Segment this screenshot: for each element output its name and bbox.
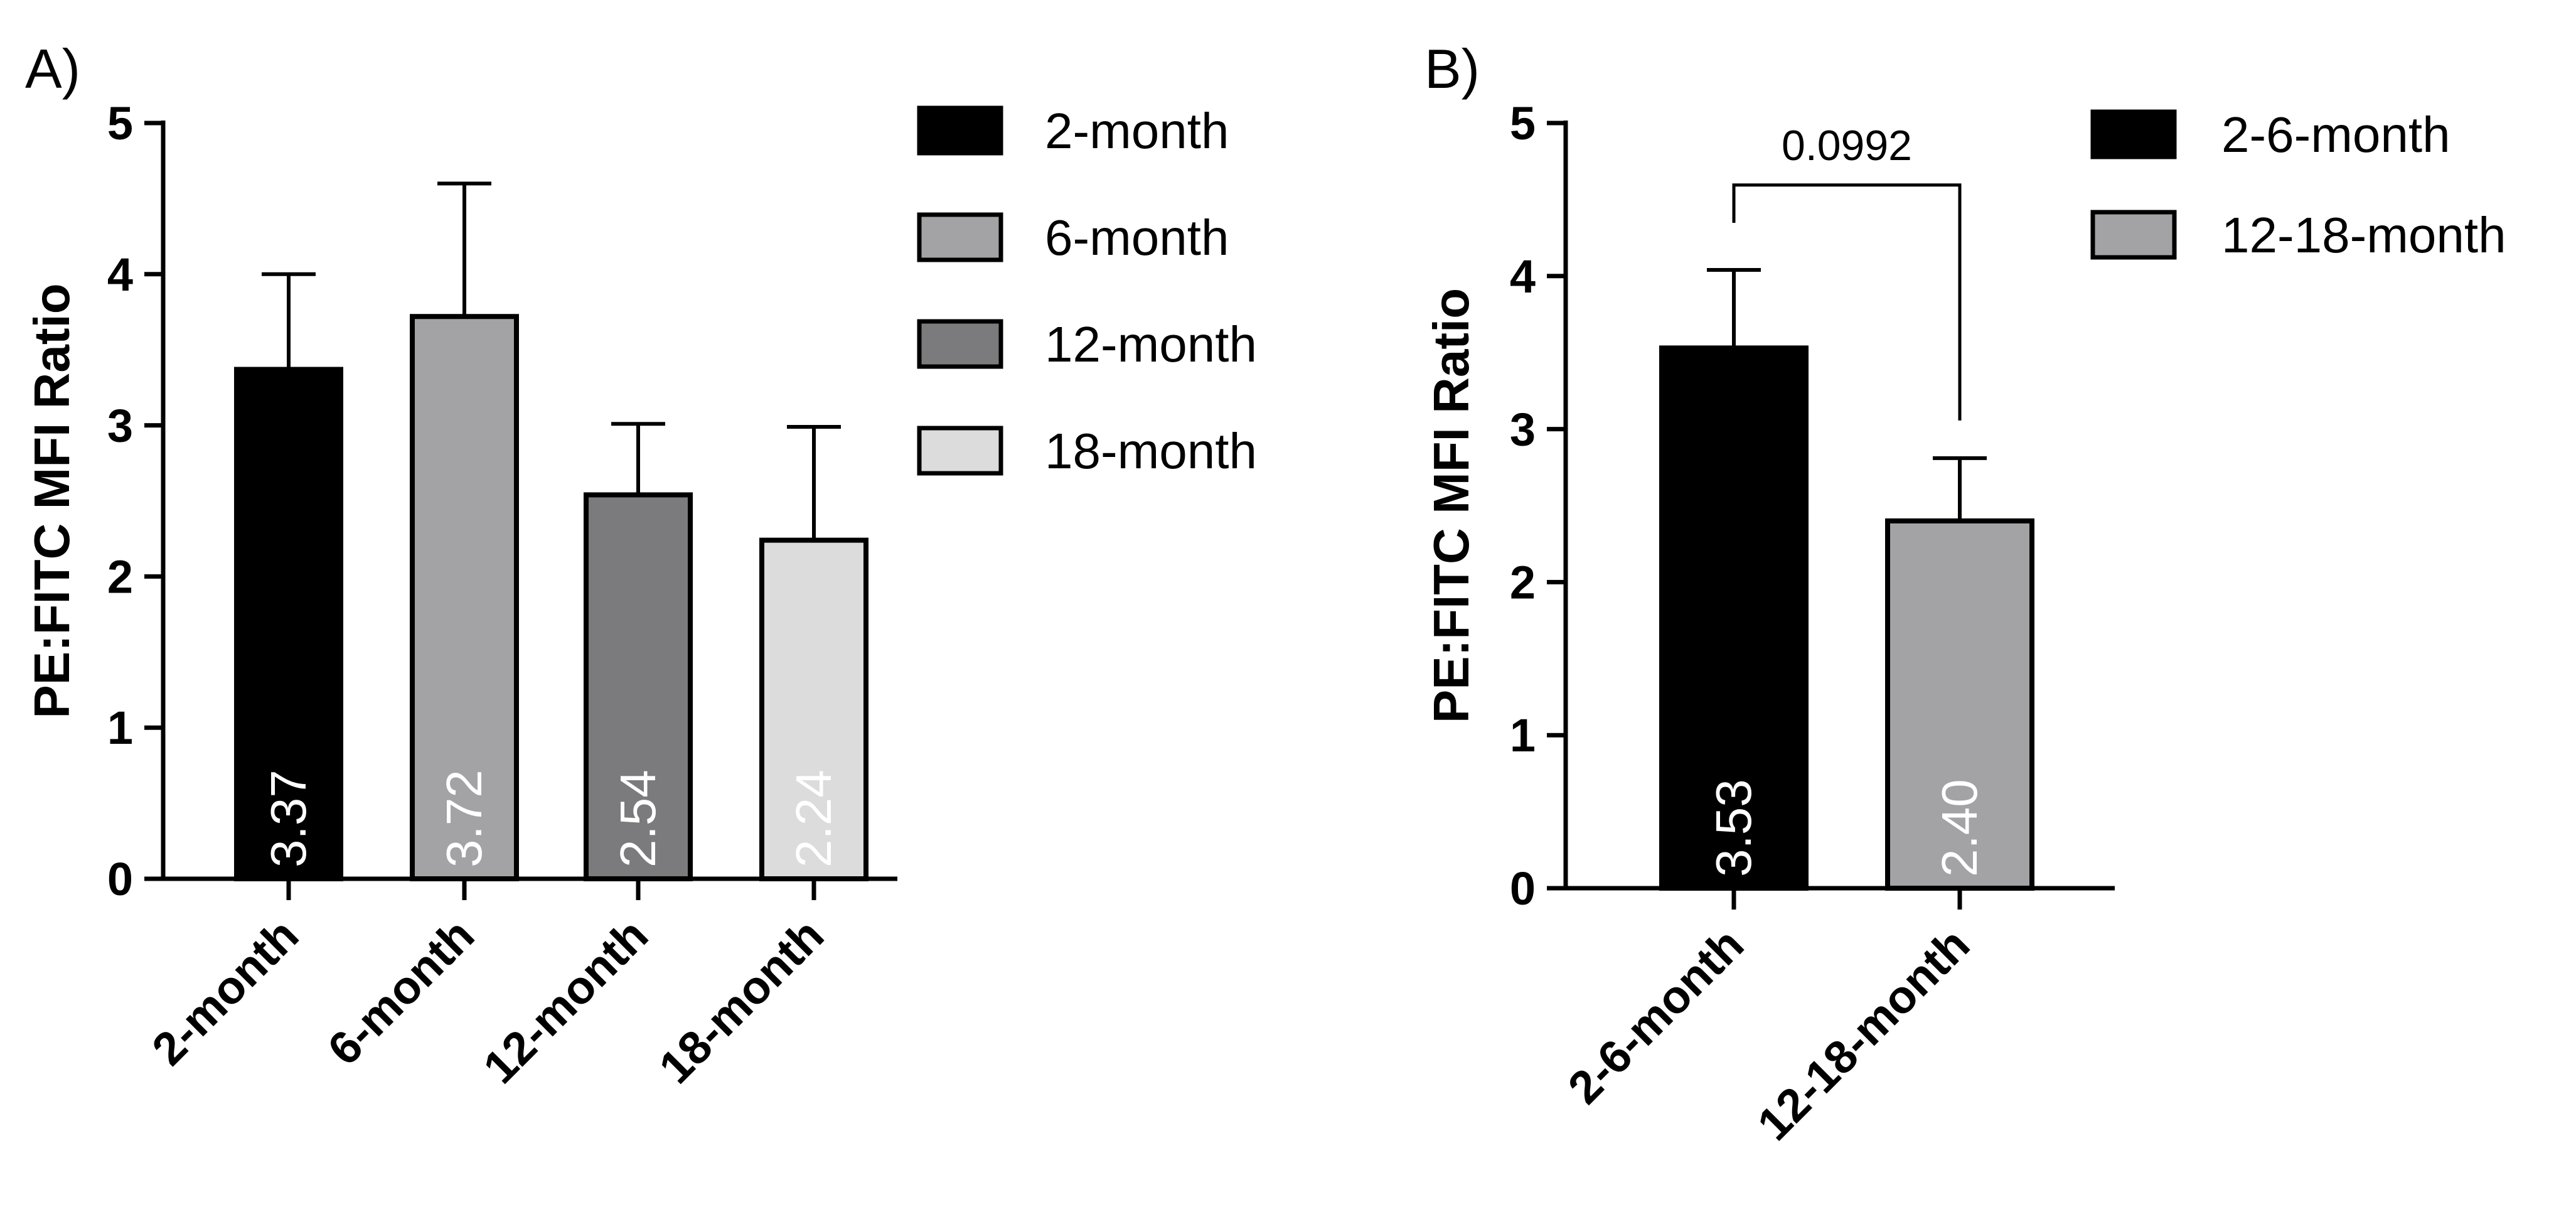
data-label: 3.37 xyxy=(260,770,316,867)
x-tick-label: 12-month xyxy=(473,909,658,1093)
y-tick-label: 3 xyxy=(1510,404,1536,456)
legend-label: 12-month xyxy=(1045,316,1257,372)
y-tick-label: 5 xyxy=(1510,97,1536,149)
x-tick-label: 18-month xyxy=(649,909,833,1093)
x-tick-label: 6-month xyxy=(318,909,484,1075)
panel-label: A) xyxy=(25,38,80,100)
legend-swatch xyxy=(917,212,1003,262)
y-tick-label: 1 xyxy=(107,702,133,754)
data-label: 2.40 xyxy=(1932,779,1987,877)
legend-swatch xyxy=(2090,210,2177,260)
y-axis-title: PE:FITC MFI Ratio xyxy=(24,283,80,718)
chart-panel-b: B) 0 1 2 3 4 5 PE:FITC MFI Ratio 2-6-month 3.53 12… xyxy=(1423,38,2506,1150)
y-tick-label: 4 xyxy=(107,249,133,301)
significance-label: 0.0992 xyxy=(1782,122,1912,169)
y-tick-label: 2 xyxy=(107,550,133,603)
y-tick-label: 0 xyxy=(107,853,133,905)
legend-label: 2-6-month xyxy=(2221,107,2450,163)
y-tick-label: 1 xyxy=(1510,709,1536,761)
data-label: 3.53 xyxy=(1706,779,1761,877)
bar xyxy=(1885,518,2034,891)
y-tick-label: 5 xyxy=(107,97,133,149)
data-label: 2.54 xyxy=(610,770,666,867)
legend-swatch xyxy=(917,319,1003,369)
x-tick-label: 12-18-month xyxy=(1748,918,1980,1151)
bar xyxy=(1659,345,1809,891)
y-tick-label: 0 xyxy=(1510,862,1536,915)
legend-label: 18-month xyxy=(1045,423,1257,479)
significance-bracket xyxy=(1732,183,1962,421)
data-label: 2.24 xyxy=(786,770,842,867)
panel-label: B) xyxy=(1424,38,1480,100)
legend-label: 2-month xyxy=(1045,103,1229,159)
legend-label: 6-month xyxy=(1045,210,1229,266)
x-tick-label: 2-6-month xyxy=(1558,918,1754,1114)
y-tick-label: 4 xyxy=(1510,250,1536,303)
legend-label: 12-18-month xyxy=(2221,207,2506,263)
y-axis-title: PE:FITC MFI Ratio xyxy=(1423,288,1479,723)
data-label: 3.72 xyxy=(436,770,492,867)
x-tick-label: 2-month xyxy=(142,909,308,1075)
legend-swatch xyxy=(917,105,1003,156)
bar xyxy=(234,367,343,881)
legend-swatch xyxy=(917,426,1003,476)
y-tick-label: 3 xyxy=(107,400,133,452)
bar xyxy=(759,537,868,881)
legend-swatch xyxy=(2090,109,2177,159)
y-tick-label: 2 xyxy=(1510,556,1536,608)
